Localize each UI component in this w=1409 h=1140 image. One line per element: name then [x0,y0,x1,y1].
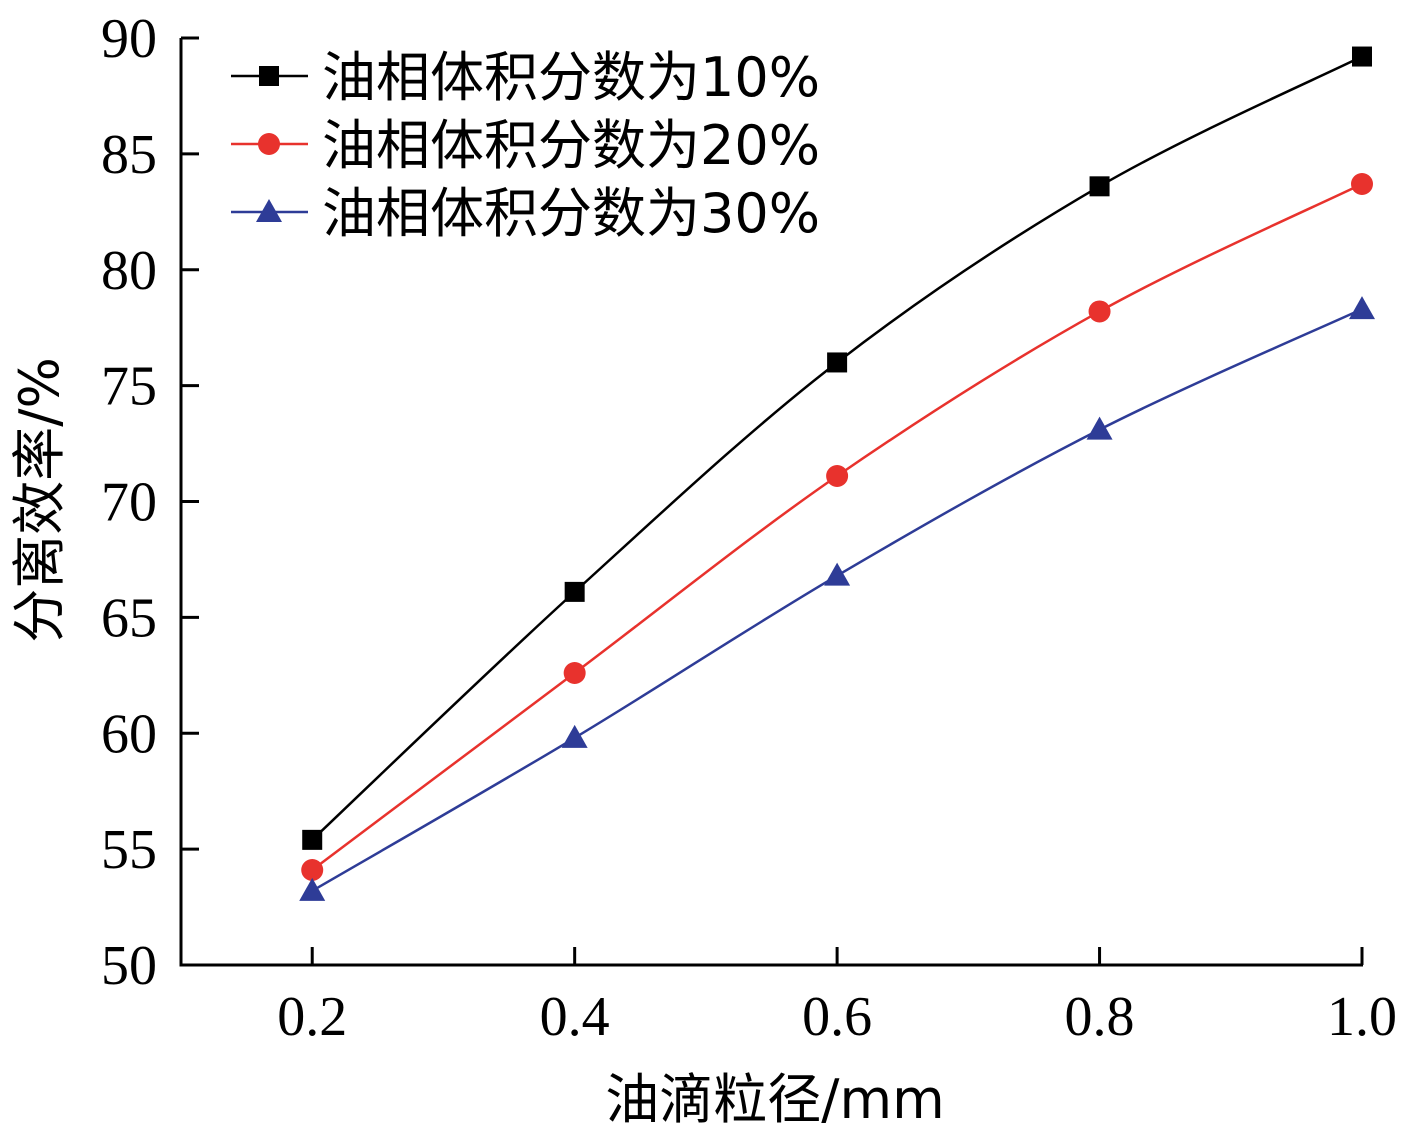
axes: 50 55 60 65 70 75 80 85 90 0.2 0.4 0.6 0.8 1.0 [101,8,1397,1048]
y-tick-label-5: 75 [101,356,157,418]
x-axis-title: 油滴粒径/mm [605,1068,944,1131]
series-2-point-4 [1088,300,1111,323]
legend-entry-2: 油相体积分数为20% [231,114,820,177]
y-tick-label-1: 55 [101,819,157,881]
x-tick-label-0: 0.2 [277,986,347,1048]
y-tick-label-3: 65 [101,587,157,649]
x-tick-label-2: 0.6 [802,986,872,1048]
y-tick-label-6: 80 [101,240,157,302]
legend-label-1: 油相体积分数为10% [322,46,820,109]
series-layer [299,46,1375,901]
x-tick-label-3: 0.8 [1065,986,1135,1048]
series-3-point-5 [1349,296,1375,320]
series-1-point-1 [302,829,323,850]
legend-entry-3: 油相体积分数为30% [231,182,820,245]
legend: 油相体积分数为10%油相体积分数为20%油相体积分数为30% [231,46,820,245]
series-2-line [311,182,1363,871]
y-tick-label-7: 85 [101,124,157,186]
series-3-point-4 [1086,416,1113,440]
series-1-point-2 [564,581,585,602]
legend-marker-1 [259,66,279,86]
series-1 [302,46,1372,850]
series-2-point-5 [1351,173,1373,196]
series-3-point-3 [824,562,851,586]
series-1-point-3 [827,352,848,373]
x-tick-label-1: 0.4 [540,986,610,1048]
y-tick-label-8: 90 [101,8,157,70]
series-2-point-3 [826,465,849,488]
legend-marker-3 [256,199,282,222]
legend-entry-1: 油相体积分数为10% [231,46,820,109]
legend-label-3: 油相体积分数为30% [322,182,820,245]
legend-label-2: 油相体积分数为20% [322,114,820,177]
series-1-point-4 [1089,176,1110,197]
series-3-line [311,308,1363,892]
y-tick-label-4: 70 [101,472,157,534]
x-tick-label-4: 1.0 [1327,986,1397,1048]
series-1-point-5 [1352,46,1372,67]
series-3 [299,296,1375,901]
series-2-point-1 [301,858,324,881]
series-2-point-2 [563,661,586,684]
series-3-point-2 [561,724,588,748]
y-tick-label-0: 50 [101,935,157,997]
series-3-point-1 [299,877,326,901]
legend-marker-2 [258,133,280,155]
y-axis-title: 分离效率/% [8,357,71,643]
y-tick-label-2: 60 [101,703,157,765]
series-2 [301,173,1373,881]
